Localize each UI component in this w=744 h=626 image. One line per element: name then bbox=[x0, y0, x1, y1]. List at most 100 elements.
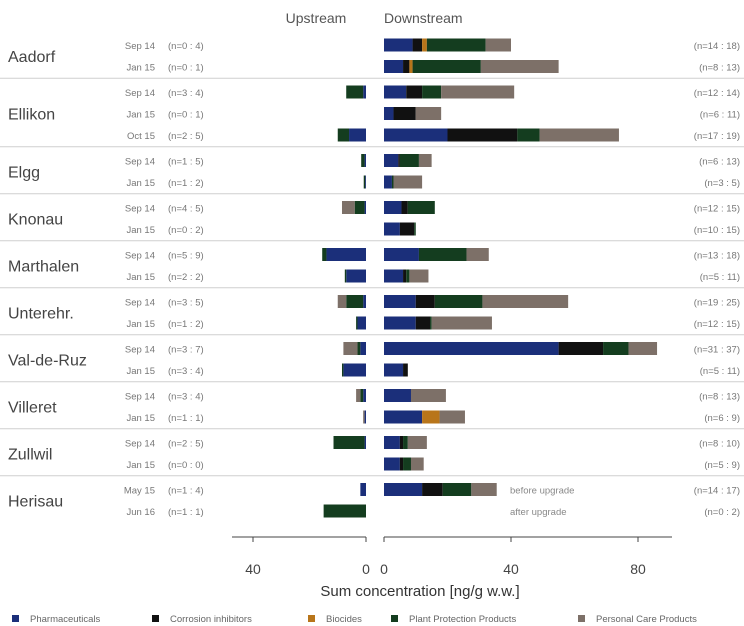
bar-downstream-personal-care-products bbox=[418, 154, 432, 167]
bar-downstream-pharmaceuticals bbox=[384, 175, 392, 189]
bar-downstream-personal-care-products bbox=[439, 410, 465, 424]
bar-downstream-pharmaceuticals bbox=[384, 389, 411, 402]
bar-downstream-plant-protection-products bbox=[442, 483, 472, 496]
bar-upstream-plant-protection-products bbox=[346, 295, 364, 308]
bar-downstream-corrosion-inhibitors bbox=[415, 316, 431, 330]
bar-downstream-plant-protection-products bbox=[418, 248, 467, 261]
row-date: Jan 15 bbox=[126, 225, 155, 236]
legend-entry: Personal Care Products bbox=[596, 614, 697, 625]
panel-label-upstream: Upstream bbox=[286, 10, 347, 26]
legend-entry: Pharmaceuticals bbox=[30, 614, 100, 625]
bar-downstream-pharmaceuticals bbox=[384, 342, 559, 355]
legend-swatch bbox=[578, 615, 585, 622]
row-n-upstream: (n=1 : 1) bbox=[168, 413, 204, 424]
group-separators bbox=[0, 77, 744, 477]
bar-downstream-pharmaceuticals bbox=[384, 201, 402, 214]
row-date: Jan 15 bbox=[126, 178, 155, 189]
row-date: Sep 14 bbox=[125, 392, 155, 403]
bar-upstream-plant-protection-products bbox=[360, 389, 364, 402]
upstream-tick-label: 40 bbox=[245, 561, 261, 577]
row-date: Sep 14 bbox=[125, 204, 155, 215]
row-n-upstream: (n=0 : 0) bbox=[168, 460, 204, 471]
row-n-upstream: (n=1 : 2) bbox=[168, 178, 204, 189]
row-n-downstream: (n=14 : 18) bbox=[694, 41, 740, 52]
bar-downstream-pharmaceuticals bbox=[384, 457, 400, 471]
row-n-downstream: (n=8 : 13) bbox=[699, 392, 740, 403]
bar-downstream-personal-care-products bbox=[410, 389, 446, 402]
bar-downstream-personal-care-products bbox=[485, 38, 511, 52]
row-n-upstream: (n=2 : 5) bbox=[168, 131, 204, 142]
row-n-downstream: (n=8 : 13) bbox=[699, 63, 740, 74]
bar-upstream-personal-care-products bbox=[343, 342, 358, 355]
row-n-upstream: (n=1 : 5) bbox=[168, 157, 204, 168]
row-n-downstream: (n=5 : 9) bbox=[704, 460, 740, 471]
row-date: Jan 15 bbox=[126, 319, 155, 330]
bar-downstream-corrosion-inhibitors bbox=[403, 269, 407, 283]
bar-downstream-pharmaceuticals bbox=[384, 436, 400, 449]
site-label: Ellikon bbox=[8, 107, 55, 124]
bar-downstream-plant-protection-products bbox=[430, 316, 432, 330]
row-date: Sep 14 bbox=[125, 345, 155, 356]
row-n-downstream: (n=8 : 10) bbox=[699, 439, 740, 450]
bar-downstream-corrosion-inhibitors bbox=[403, 60, 410, 73]
bar-downstream-corrosion-inhibitors bbox=[399, 222, 415, 236]
legend-entry: Biocides bbox=[326, 614, 362, 625]
site-label: Elgg bbox=[8, 164, 40, 181]
bar-upstream-plant-protection-products bbox=[346, 85, 364, 99]
bar-downstream-plant-protection-products bbox=[422, 85, 442, 99]
bar-downstream-plant-protection-products bbox=[391, 175, 394, 189]
row-n-downstream: (n=31 : 37) bbox=[694, 345, 740, 356]
bar-downstream-personal-care-products bbox=[441, 85, 515, 99]
bar-downstream-personal-care-products bbox=[409, 269, 429, 283]
bar-upstream-pharmaceuticals bbox=[326, 248, 366, 261]
row-n-downstream: (n=10 : 15) bbox=[694, 225, 740, 236]
row-date: Oct 15 bbox=[127, 131, 155, 142]
bar-upstream-plant-protection-products bbox=[337, 128, 350, 142]
bar-downstream-plant-protection-products bbox=[414, 222, 416, 236]
row-date: Jan 15 bbox=[126, 63, 155, 74]
bar-downstream-biocides bbox=[422, 410, 440, 424]
row-n-downstream: (n=6 : 9) bbox=[704, 413, 740, 424]
row-note: after upgrade bbox=[510, 507, 567, 518]
row-n-downstream: (n=3 : 5) bbox=[704, 178, 740, 189]
downstream-tick-label: 80 bbox=[630, 561, 646, 577]
downstream-tick-label: 40 bbox=[503, 561, 519, 577]
row-date: Jan 15 bbox=[126, 460, 155, 471]
row-n-downstream: (n=0 : 2) bbox=[704, 507, 740, 518]
legend: Pharmaceuticals Corrosion inhibitors Bioci… bbox=[12, 614, 697, 625]
row-date: Jan 15 bbox=[126, 366, 155, 377]
row-n-upstream: (n=3 : 7) bbox=[168, 345, 204, 356]
bar-downstream-corrosion-inhibitors bbox=[403, 363, 408, 377]
bar-downstream-personal-care-products bbox=[466, 248, 489, 261]
legend-swatch bbox=[308, 615, 315, 622]
bar-downstream-pharmaceuticals bbox=[384, 60, 404, 73]
bar-upstream-pharmaceuticals bbox=[360, 483, 366, 496]
bar-upstream-pharmaceuticals bbox=[360, 342, 366, 355]
bars bbox=[322, 38, 658, 518]
bar-downstream-personal-care-products bbox=[480, 60, 559, 73]
row-n-upstream: (n=2 : 2) bbox=[168, 272, 204, 283]
row-date: Jan 15 bbox=[126, 110, 155, 121]
bar-downstream-personal-care-products bbox=[407, 436, 427, 449]
x-axis-label: Sum concentration [ng/g w.w.] bbox=[320, 583, 519, 600]
bar-downstream-personal-care-products bbox=[415, 107, 442, 120]
row-n-downstream: (n=5 : 11) bbox=[700, 366, 740, 377]
bar-upstream-pharmaceuticals bbox=[365, 175, 366, 189]
site-label: Unterehr. bbox=[8, 305, 74, 322]
row-date: Sep 14 bbox=[125, 298, 155, 309]
bar-downstream-corrosion-inhibitors bbox=[415, 295, 435, 308]
bar-upstream-personal-care-products bbox=[341, 201, 355, 214]
downstream-tick-label: 0 bbox=[380, 561, 388, 577]
bar-downstream-personal-care-products bbox=[431, 316, 492, 330]
bar-upstream-pharmaceuticals bbox=[346, 269, 366, 283]
row-date: Sep 14 bbox=[125, 41, 155, 52]
bar-upstream-plant-protection-products bbox=[344, 269, 347, 283]
bar-upstream-plant-protection-products bbox=[357, 342, 361, 355]
bar-downstream-pharmaceuticals bbox=[384, 154, 399, 167]
panel-label-downstream: Downstream bbox=[384, 10, 463, 26]
row-n-upstream: (n=1 : 1) bbox=[168, 507, 204, 518]
bar-downstream-personal-care-products bbox=[393, 175, 423, 189]
bar-downstream-pharmaceuticals bbox=[384, 128, 448, 142]
bar-downstream-personal-care-products bbox=[410, 457, 424, 471]
